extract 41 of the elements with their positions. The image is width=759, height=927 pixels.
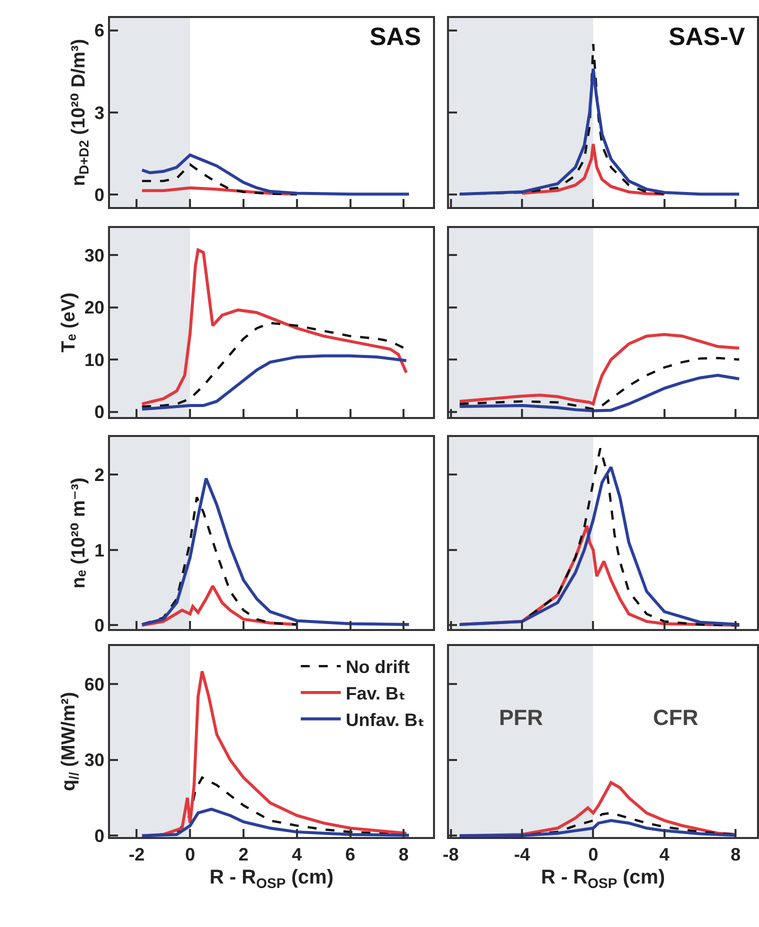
band-label: CFR bbox=[653, 705, 698, 730]
x-tick-label: -8 bbox=[442, 844, 459, 865]
legend-label: Fav. Bₜ bbox=[346, 684, 406, 704]
legend-label: Unfav. Bₜ bbox=[346, 710, 424, 730]
x-tick-label: 8 bbox=[730, 844, 741, 865]
y-tick-label: 0 bbox=[94, 616, 104, 636]
line-series bbox=[140, 476, 410, 626]
line-series bbox=[140, 354, 408, 411]
y-tick-label: 20 bbox=[84, 298, 104, 318]
y-axis-title: nₑ (10²⁰ m⁻³) bbox=[68, 478, 90, 588]
legend-label: No drift bbox=[346, 657, 410, 678]
x-tick-label: 6 bbox=[345, 844, 356, 865]
line-series bbox=[140, 153, 410, 196]
x-axis-title: R - R$_{OSP}$ (cm) bbox=[209, 866, 334, 891]
y-axis-title: Tₑ (eV) bbox=[58, 292, 80, 352]
chart-title: SAS-V bbox=[668, 22, 746, 51]
band-label: PFR bbox=[499, 705, 544, 730]
line-series bbox=[140, 248, 408, 406]
y-tick-label: 0 bbox=[94, 184, 104, 205]
chart-title: SAS bbox=[370, 22, 421, 51]
x-tick-label: 0 bbox=[185, 844, 196, 865]
x-axis-title: R - R$_{OSP}$ (cm) bbox=[540, 866, 666, 891]
line-series bbox=[140, 163, 298, 196]
x-tick-label: -4 bbox=[514, 844, 530, 865]
y-tick-label: 1 bbox=[94, 540, 104, 560]
y-tick-label: 30 bbox=[84, 245, 104, 266]
x-tick-label: 4 bbox=[292, 844, 302, 865]
y-tick-label: 2 bbox=[94, 464, 104, 485]
x-tick-label: 0 bbox=[588, 844, 598, 865]
y-tick-label: 0 bbox=[94, 826, 104, 846]
line-series bbox=[140, 808, 410, 837]
x-tick-label: 2 bbox=[238, 844, 248, 865]
x-tick-label: -2 bbox=[128, 844, 145, 865]
x-tick-label: 8 bbox=[398, 844, 409, 865]
x-tick-label: 4 bbox=[659, 844, 670, 865]
y-tick-label: 60 bbox=[84, 674, 104, 694]
y-tick-label: 10 bbox=[84, 350, 104, 370]
y-tick-label: 0 bbox=[94, 402, 104, 422]
y-tick-label: 6 bbox=[94, 20, 104, 41]
y-tick-label: 3 bbox=[94, 102, 104, 123]
y-tick-label: 30 bbox=[84, 750, 104, 770]
